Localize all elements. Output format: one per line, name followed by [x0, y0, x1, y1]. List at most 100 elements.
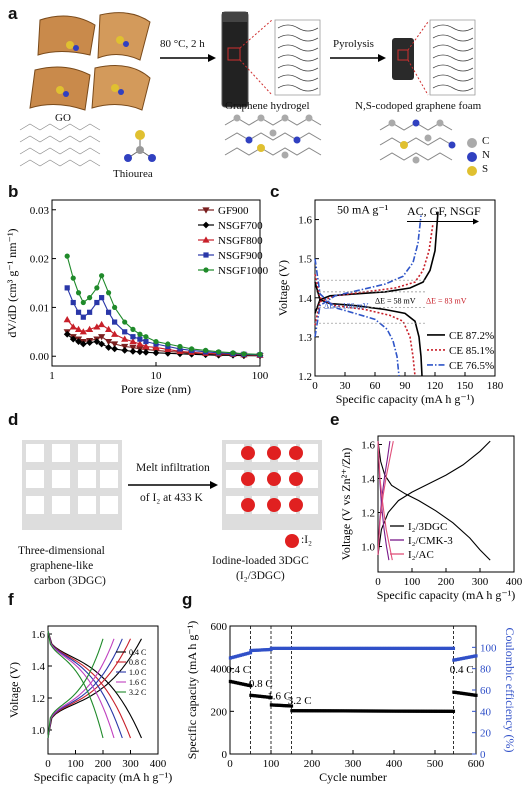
c-ytick-label: 1.5 [298, 254, 312, 266]
b-marker [121, 343, 129, 351]
g-ce-point [450, 646, 454, 650]
g-ce-point [235, 654, 239, 658]
g-ylabel: Specific capacity (mA h g⁻¹) [185, 621, 199, 760]
g-capacity-point [340, 709, 345, 713]
f-xlabel: Specific capacity (mA h g⁻¹) [34, 770, 173, 784]
i2-legend-dot [285, 534, 299, 548]
g-ce-point [409, 646, 413, 650]
g-capacity-point [414, 709, 418, 713]
legend-c-dot [467, 138, 477, 148]
b-xtick-label: 100 [252, 370, 269, 382]
g-capacity-point [443, 709, 447, 713]
legend-s-dot [467, 166, 477, 176]
panel-letter-b: b [8, 182, 19, 201]
g-capacity-point [261, 694, 265, 699]
b-legend-marker [202, 236, 210, 243]
b-marker [129, 347, 137, 355]
f-ytick-label: 1.4 [31, 661, 45, 673]
g-ce-point [284, 646, 288, 650]
f-series-3.2 C-charge [47, 638, 104, 739]
g-ce-point [264, 648, 268, 652]
b-legend-label: NSGF1000 [218, 265, 269, 277]
b-ytick-label: 0.03 [30, 205, 50, 217]
b-marker [112, 304, 118, 311]
b-legend-marker [202, 221, 210, 229]
g-capacity-point [381, 709, 385, 713]
b-legend-label: NSGF900 [218, 250, 263, 262]
b-marker [111, 341, 119, 348]
g-capacity-point [360, 709, 364, 713]
foam-molecular-structure [379, 119, 456, 164]
e-xtick-label: 200 [438, 576, 455, 588]
b-legend-marker [202, 207, 210, 214]
g-capacity-point [245, 683, 249, 687]
c-legend-label: CE 76.5% [449, 360, 494, 372]
3dgc-caption-2: graphene-like [30, 560, 94, 572]
g-ce-point [271, 646, 275, 650]
b-marker [130, 326, 136, 332]
g-ce-point [364, 646, 369, 650]
g-ce-point [445, 646, 449, 650]
b-marker [129, 337, 137, 345]
g-ce-point [310, 646, 315, 650]
g-capacity-point [250, 693, 255, 698]
b-xlabel: Pore size (nm) [121, 382, 191, 396]
g-capacity-point [367, 709, 371, 713]
legend-c-label: C [482, 135, 490, 147]
g-ce-point [360, 646, 364, 650]
melt-step-line2: of I₂ at 433 K [140, 492, 203, 504]
b-marker [241, 351, 247, 357]
g-ce-point [353, 646, 357, 650]
g-ce-point [315, 646, 319, 650]
g-capacity-point [432, 709, 436, 713]
g-ce-point [233, 655, 238, 659]
e-ylabel: Voltage (V vs Zn²⁺/Zn) [339, 448, 353, 560]
g-capacity-point [349, 709, 353, 713]
g-ce-point [405, 646, 410, 650]
g-ce-point [345, 646, 349, 650]
g-y2tick-label: 60 [480, 685, 492, 697]
b-marker [122, 329, 128, 335]
g-capacity-point [257, 694, 261, 698]
g-rate-label: 1.6 C [267, 691, 291, 703]
g-y2tick-label: 80 [480, 664, 492, 676]
g-capacity-point [296, 709, 301, 713]
g-ce-point [401, 646, 405, 650]
g-ce-point [314, 646, 318, 650]
g-xtick-label: 200 [304, 758, 321, 770]
g-ce-point [438, 646, 442, 650]
g-ce-point [422, 646, 426, 650]
b-marker [121, 346, 129, 354]
g-capacity-point [347, 709, 351, 713]
g-ce-point [369, 646, 374, 650]
g-ce-point [250, 648, 255, 653]
g-ce-point [297, 646, 301, 650]
g-capacity-point [247, 683, 251, 687]
e-xtick-label: 100 [404, 576, 421, 588]
f-series-0.8 C-charge [47, 638, 131, 739]
g-rate-label: 0.8 C [249, 678, 273, 690]
g-ce-point [307, 646, 311, 650]
g-capacity-point [306, 709, 310, 713]
g-ce-point [415, 646, 419, 650]
g-capacity-point [378, 709, 382, 713]
g-ce-point [274, 646, 278, 650]
e-series-I₂/3DGC-discharge [377, 441, 491, 561]
g-ce-point [230, 655, 234, 660]
b-marker [143, 338, 149, 345]
b-series-NSGF1000 [66, 255, 261, 355]
g-ce-point [412, 646, 416, 650]
c-ytick-label: 1.6 [298, 215, 312, 227]
f-xtick-label: 300 [122, 758, 139, 770]
f-ytick-label: 1.2 [31, 693, 45, 705]
g-ce-point [474, 654, 478, 658]
g-ce-point [330, 646, 334, 650]
f-xtick-label: 100 [67, 758, 84, 770]
g-ce-point [379, 646, 383, 650]
hydrogel-network [274, 19, 321, 96]
g-ce-point [232, 655, 236, 659]
g-ce-point [371, 646, 375, 650]
b-marker [230, 350, 236, 356]
g-capacity-point [300, 709, 304, 713]
b-marker [137, 331, 143, 337]
